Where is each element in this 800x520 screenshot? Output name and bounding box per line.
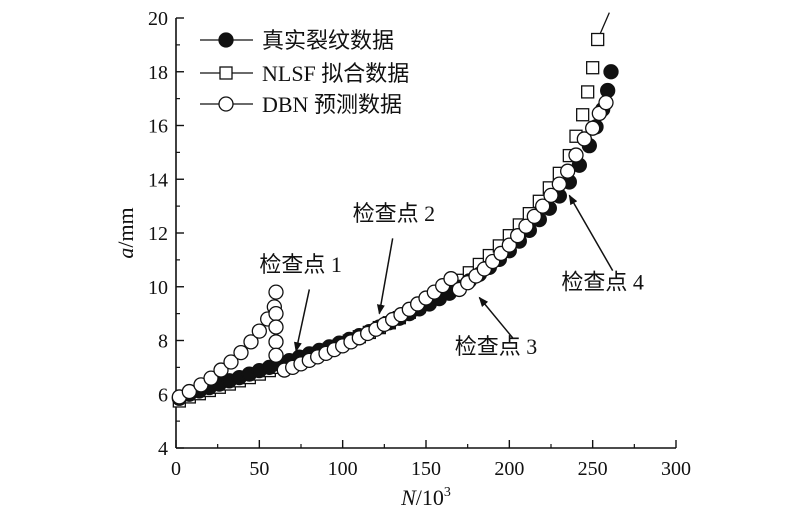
- checkpoint-label: 检查点 1: [259, 252, 342, 277]
- y-tick-label: 4: [158, 438, 168, 460]
- x-tick-label: 100: [328, 458, 358, 480]
- data-point: [586, 61, 600, 75]
- data-point: [581, 85, 595, 99]
- y-tick-label: 14: [148, 169, 168, 191]
- data-point: [223, 354, 239, 370]
- checkpoint-annotation: 检查点 3: [455, 296, 538, 359]
- x-tick-label: 50: [249, 458, 269, 480]
- data-point: [585, 120, 601, 136]
- x-tick-label: 200: [494, 458, 524, 480]
- legend-item: NLSF 拟合数据: [200, 61, 409, 86]
- y-tick-label: 6: [158, 384, 168, 406]
- checkpoint-annotation: 检查点 2: [353, 201, 436, 315]
- legend-label: DBN 预测数据: [262, 92, 402, 117]
- data-point: [518, 218, 534, 234]
- y-tick-label: 16: [148, 116, 168, 138]
- legend-item: 真实裂纹数据: [200, 28, 394, 53]
- plot-axes: 0 50 100 150 200 250 300 4 6 8 10 12 14 16 18 20 N/103 a/…: [113, 8, 691, 510]
- x-tick-label: 250: [578, 458, 608, 480]
- checkpoint-arrow: [293, 289, 311, 353]
- series-open-circle: [171, 95, 614, 405]
- legend-item: DBN 预测数据: [200, 92, 402, 117]
- checkpoint-arrow: [478, 296, 514, 339]
- data-point: [576, 108, 590, 122]
- legend-marker: [218, 96, 234, 112]
- data-point: [603, 64, 619, 80]
- checkpoint-label: 检查点 4: [561, 269, 644, 294]
- legend-marker: [219, 66, 233, 80]
- data-point: [568, 147, 584, 163]
- checkpoint-label: 检查点 3: [455, 334, 538, 359]
- legend-label: NLSF 拟合数据: [262, 61, 409, 86]
- data-point: [576, 131, 592, 147]
- y-tick-label: 10: [148, 277, 168, 299]
- data-point: [203, 370, 219, 386]
- checkpoint-label: 检查点 2: [353, 201, 436, 226]
- x-axis-title: N/103: [400, 485, 451, 510]
- legend-marker: [218, 32, 234, 48]
- data-point: [213, 362, 229, 378]
- data-point: [268, 284, 284, 300]
- legend-label: 真实裂纹数据: [262, 28, 394, 53]
- data-point: [268, 334, 284, 350]
- x-tick-label: 150: [411, 458, 441, 480]
- data-point: [181, 383, 197, 400]
- series-layer: [171, 12, 619, 408]
- x-tick-label: 0: [171, 458, 181, 480]
- checkpoint-arrow: [376, 238, 394, 315]
- x-tick-label: 300: [661, 458, 691, 480]
- data-point: [543, 187, 559, 204]
- legend: 真实裂纹数据 NLSF 拟合数据 DBN 预测数据: [200, 28, 409, 117]
- y-tick-label: 18: [148, 62, 168, 84]
- data-point: [598, 95, 614, 111]
- y-tick-label: 12: [148, 223, 168, 245]
- data-point: [591, 32, 605, 47]
- data-point: [560, 163, 576, 179]
- y-tick-label: 20: [148, 8, 168, 30]
- data-point: [526, 208, 542, 224]
- y-axis-title: a/mm: [113, 207, 138, 258]
- data-point: [535, 198, 551, 214]
- data-point: [551, 176, 567, 192]
- checkpoint-annotation: 检查点 4: [561, 194, 644, 294]
- y-tick-label: 8: [158, 331, 168, 353]
- annotation-layer: 检查点 1 检查点 2 检查点 3 检查点 4: [259, 194, 644, 359]
- data-point: [268, 319, 284, 335]
- data-point: [251, 323, 267, 339]
- data-point: [443, 271, 459, 287]
- checkpoint-annotation: 检查点 1: [259, 252, 342, 353]
- data-point: [233, 344, 249, 361]
- data-point: [268, 347, 284, 363]
- data-point: [243, 334, 259, 350]
- checkpoint-arrow: [568, 194, 614, 271]
- data-point: [268, 305, 284, 322]
